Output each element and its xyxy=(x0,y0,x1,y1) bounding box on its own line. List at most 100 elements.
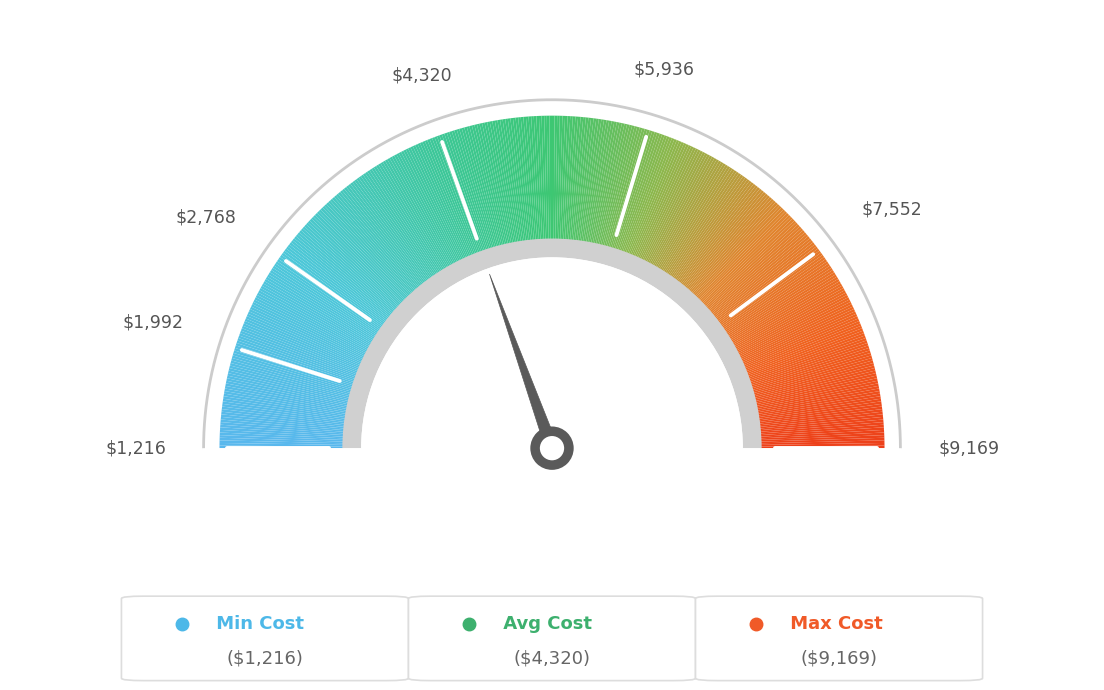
Wedge shape xyxy=(719,248,819,324)
Wedge shape xyxy=(381,162,446,270)
Wedge shape xyxy=(711,234,808,315)
Wedge shape xyxy=(510,118,528,242)
Wedge shape xyxy=(731,279,839,344)
Wedge shape xyxy=(289,242,389,321)
Wedge shape xyxy=(654,158,716,267)
Wedge shape xyxy=(761,440,884,445)
Wedge shape xyxy=(760,430,884,438)
Wedge shape xyxy=(359,176,433,279)
Wedge shape xyxy=(254,299,365,357)
Wedge shape xyxy=(661,165,728,272)
Wedge shape xyxy=(220,440,343,445)
Wedge shape xyxy=(227,373,349,403)
Wedge shape xyxy=(611,129,647,248)
Wedge shape xyxy=(388,158,450,267)
Wedge shape xyxy=(570,117,583,241)
Wedge shape xyxy=(753,363,874,396)
Wedge shape xyxy=(578,118,596,242)
Wedge shape xyxy=(335,195,417,291)
Wedge shape xyxy=(746,331,864,376)
Wedge shape xyxy=(734,288,845,349)
Wedge shape xyxy=(624,136,669,253)
Wedge shape xyxy=(508,118,526,242)
Wedge shape xyxy=(274,264,379,334)
Wedge shape xyxy=(465,127,499,248)
Wedge shape xyxy=(744,321,860,370)
Wedge shape xyxy=(294,236,392,317)
Wedge shape xyxy=(635,143,687,258)
Wedge shape xyxy=(572,117,586,241)
Wedge shape xyxy=(703,221,796,307)
Wedge shape xyxy=(670,175,743,278)
Wedge shape xyxy=(394,155,455,265)
Wedge shape xyxy=(229,368,350,400)
Wedge shape xyxy=(365,172,436,276)
Wedge shape xyxy=(413,145,466,259)
Wedge shape xyxy=(454,130,492,249)
Wedge shape xyxy=(753,360,873,395)
Wedge shape xyxy=(308,221,401,307)
Wedge shape xyxy=(314,215,404,304)
Wedge shape xyxy=(757,396,881,417)
Wedge shape xyxy=(758,412,883,427)
Wedge shape xyxy=(709,230,805,313)
Wedge shape xyxy=(477,124,507,246)
Wedge shape xyxy=(306,222,400,308)
Wedge shape xyxy=(506,119,524,242)
Wedge shape xyxy=(325,204,411,297)
Wedge shape xyxy=(227,375,349,404)
Wedge shape xyxy=(639,146,693,260)
Circle shape xyxy=(540,436,564,460)
Wedge shape xyxy=(741,309,856,362)
Wedge shape xyxy=(694,206,782,297)
Wedge shape xyxy=(439,135,484,253)
Wedge shape xyxy=(220,435,344,442)
Wedge shape xyxy=(220,433,344,440)
Wedge shape xyxy=(385,159,449,268)
Wedge shape xyxy=(756,384,879,409)
Wedge shape xyxy=(657,161,721,269)
Wedge shape xyxy=(755,375,877,404)
Wedge shape xyxy=(584,120,606,243)
Wedge shape xyxy=(664,168,732,273)
Text: ($9,169): ($9,169) xyxy=(800,649,878,667)
Wedge shape xyxy=(237,338,355,381)
Wedge shape xyxy=(649,155,710,265)
Wedge shape xyxy=(490,121,514,244)
Wedge shape xyxy=(668,172,739,276)
Wedge shape xyxy=(620,135,665,253)
Wedge shape xyxy=(383,161,447,269)
Wedge shape xyxy=(747,333,864,377)
Wedge shape xyxy=(563,116,573,240)
Wedge shape xyxy=(644,150,701,262)
Text: $5,936: $5,936 xyxy=(634,61,694,79)
Text: Max Cost: Max Cost xyxy=(784,615,882,633)
Wedge shape xyxy=(716,244,816,322)
Wedge shape xyxy=(744,319,859,368)
Wedge shape xyxy=(283,250,384,326)
Wedge shape xyxy=(704,222,798,308)
Wedge shape xyxy=(220,430,344,438)
Wedge shape xyxy=(681,187,760,286)
Wedge shape xyxy=(354,179,429,281)
Wedge shape xyxy=(495,120,518,243)
Wedge shape xyxy=(590,121,614,244)
Wedge shape xyxy=(229,371,350,401)
Wedge shape xyxy=(222,404,346,422)
Wedge shape xyxy=(344,187,423,286)
Wedge shape xyxy=(677,182,754,283)
Wedge shape xyxy=(482,123,510,245)
Wedge shape xyxy=(760,420,883,432)
Wedge shape xyxy=(537,116,544,240)
Wedge shape xyxy=(745,324,861,371)
Wedge shape xyxy=(556,116,562,240)
Wedge shape xyxy=(245,319,360,368)
Wedge shape xyxy=(705,224,799,309)
Wedge shape xyxy=(322,206,410,297)
Wedge shape xyxy=(230,363,351,396)
Wedge shape xyxy=(521,117,534,241)
Wedge shape xyxy=(305,224,399,309)
Wedge shape xyxy=(286,246,386,323)
Wedge shape xyxy=(618,132,660,251)
Text: $1,992: $1,992 xyxy=(123,314,184,332)
